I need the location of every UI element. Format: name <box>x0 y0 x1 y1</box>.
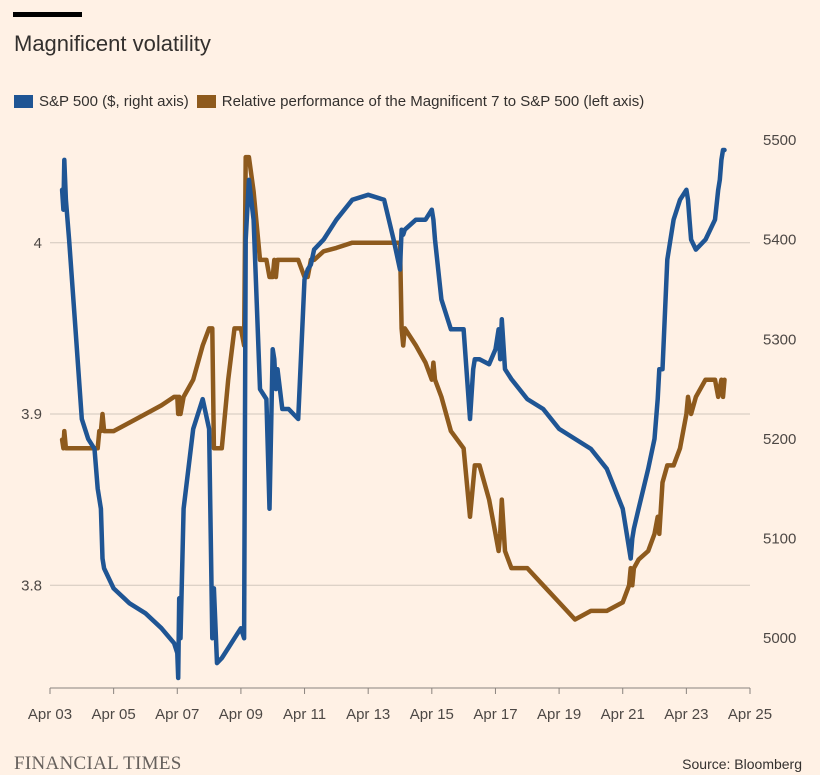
x-axis-tick-label: Apr 25 <box>728 706 772 723</box>
x-axis-tick-label: Apr 05 <box>92 706 136 723</box>
right-axis-tick-label: 5400 <box>763 232 796 249</box>
right-axis-tick-label: 5000 <box>763 630 796 647</box>
header-rule <box>13 12 82 17</box>
brand-logo: FINANCIAL TIMES <box>14 753 182 774</box>
right-axis-tick-label: 5200 <box>763 431 796 448</box>
legend-label-mag7: Relative performance of the Magnificent … <box>221 93 645 110</box>
left-axis-tick-label: 4 <box>34 235 42 252</box>
x-axis-tick-label: Apr 07 <box>155 706 199 723</box>
legend-swatch-mag7 <box>196 95 216 108</box>
x-axis-tick-label: Apr 11 <box>283 706 326 723</box>
legend-label-sp500: S&P 500 ($, right axis) <box>39 93 189 110</box>
x-axis-tick-label: Apr 13 <box>346 706 390 723</box>
legend-swatch-sp500 <box>14 95 33 108</box>
legend: S&P 500 ($, right axis) Relative perform… <box>14 93 652 110</box>
chart-title: Magnificent volatility <box>14 31 211 56</box>
x-axis-tick-label: Apr 21 <box>601 706 645 723</box>
legend-item-mag7: Relative performance of the Magnificent … <box>196 93 645 110</box>
right-axis-tick-label: 5100 <box>763 531 796 548</box>
series-line-mag7 <box>59 154 727 622</box>
left-axis-tick-label: 3.8 <box>21 577 42 594</box>
left-axis-tick-label: 3.9 <box>21 406 42 423</box>
x-axis-tick-label: Apr 23 <box>664 706 708 723</box>
x-axis-tick-label: Apr 19 <box>537 706 581 723</box>
legend-item-sp500: S&P 500 ($, right axis) <box>14 93 189 110</box>
right-axis-tick-label: 5500 <box>763 132 796 149</box>
x-axis-tick-label: Apr 17 <box>473 706 517 723</box>
source-note: Source: Bloomberg <box>682 756 802 772</box>
right-axis-tick-label: 5300 <box>763 331 796 348</box>
series-line-sp500 <box>59 147 727 681</box>
x-axis-tick-label: Apr 15 <box>410 706 454 723</box>
x-axis-tick-label: Apr 09 <box>219 706 263 723</box>
x-axis-tick-label: Apr 03 <box>28 706 72 723</box>
